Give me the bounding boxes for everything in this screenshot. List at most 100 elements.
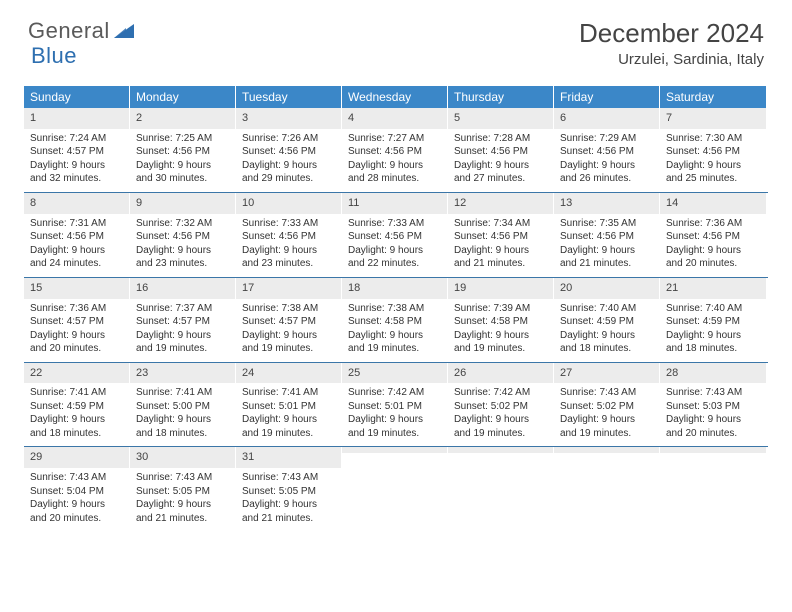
day-line: Daylight: 9 hours bbox=[560, 244, 653, 258]
day-body: Sunrise: 7:38 AMSunset: 4:58 PMDaylight:… bbox=[342, 299, 447, 362]
day-body: Sunrise: 7:25 AMSunset: 4:56 PMDaylight:… bbox=[130, 129, 235, 192]
day-line: and 18 minutes. bbox=[666, 342, 760, 356]
day-line: Daylight: 9 hours bbox=[666, 329, 760, 343]
day-cell: 3Sunrise: 7:26 AMSunset: 4:56 PMDaylight… bbox=[236, 108, 342, 192]
day-cell: 4Sunrise: 7:27 AMSunset: 4:56 PMDaylight… bbox=[342, 108, 448, 192]
day-number: 7 bbox=[660, 108, 766, 129]
day-cell: 10Sunrise: 7:33 AMSunset: 4:56 PMDayligh… bbox=[236, 193, 342, 277]
day-cell: 30Sunrise: 7:43 AMSunset: 5:05 PMDayligh… bbox=[130, 447, 236, 531]
day-line: Daylight: 9 hours bbox=[454, 159, 547, 173]
day-line: Sunrise: 7:31 AM bbox=[30, 217, 123, 231]
day-cell: 11Sunrise: 7:33 AMSunset: 4:56 PMDayligh… bbox=[342, 193, 448, 277]
day-cell: 13Sunrise: 7:35 AMSunset: 4:56 PMDayligh… bbox=[554, 193, 660, 277]
day-body: Sunrise: 7:43 AMSunset: 5:05 PMDaylight:… bbox=[236, 468, 341, 531]
day-line: Sunset: 5:05 PM bbox=[136, 485, 229, 499]
day-number bbox=[448, 447, 553, 453]
day-line: Sunrise: 7:38 AM bbox=[242, 302, 335, 316]
day-line: and 19 minutes. bbox=[454, 427, 547, 441]
location: Urzulei, Sardinia, Italy bbox=[579, 51, 764, 68]
day-line: and 19 minutes. bbox=[348, 342, 441, 356]
day-number: 17 bbox=[236, 278, 341, 299]
day-body: Sunrise: 7:41 AMSunset: 5:00 PMDaylight:… bbox=[130, 383, 235, 446]
day-cell: 2Sunrise: 7:25 AMSunset: 4:56 PMDaylight… bbox=[130, 108, 236, 192]
day-line: Sunrise: 7:41 AM bbox=[30, 386, 123, 400]
day-cell: 7Sunrise: 7:30 AMSunset: 4:56 PMDaylight… bbox=[660, 108, 766, 192]
day-line: Sunrise: 7:27 AM bbox=[348, 132, 441, 146]
day-body: Sunrise: 7:33 AMSunset: 4:56 PMDaylight:… bbox=[342, 214, 447, 277]
day-number: 15 bbox=[24, 278, 129, 299]
day-line: Sunrise: 7:43 AM bbox=[666, 386, 760, 400]
day-line: Sunrise: 7:26 AM bbox=[242, 132, 335, 146]
day-line: and 19 minutes. bbox=[242, 342, 335, 356]
day-line: Sunset: 5:02 PM bbox=[454, 400, 547, 414]
day-cell: 16Sunrise: 7:37 AMSunset: 4:57 PMDayligh… bbox=[130, 278, 236, 362]
day-line: and 21 minutes. bbox=[560, 257, 653, 271]
day-body: Sunrise: 7:36 AMSunset: 4:56 PMDaylight:… bbox=[660, 214, 766, 277]
day-line: Sunset: 5:04 PM bbox=[30, 485, 123, 499]
day-number: 12 bbox=[448, 193, 553, 214]
dow-header: Sunday bbox=[24, 86, 130, 108]
day-cell: 6Sunrise: 7:29 AMSunset: 4:56 PMDaylight… bbox=[554, 108, 660, 192]
day-cell: 27Sunrise: 7:43 AMSunset: 5:02 PMDayligh… bbox=[554, 363, 660, 447]
day-line: Sunset: 4:57 PM bbox=[30, 315, 123, 329]
day-body: Sunrise: 7:30 AMSunset: 4:56 PMDaylight:… bbox=[660, 129, 766, 192]
day-line: Sunrise: 7:33 AM bbox=[242, 217, 335, 231]
day-line: Sunrise: 7:30 AM bbox=[666, 132, 760, 146]
day-line: and 19 minutes. bbox=[136, 342, 229, 356]
logo-text-general: General bbox=[28, 18, 110, 44]
day-line: and 23 minutes. bbox=[242, 257, 335, 271]
day-body: Sunrise: 7:43 AMSunset: 5:03 PMDaylight:… bbox=[660, 383, 766, 446]
day-line: and 19 minutes. bbox=[242, 427, 335, 441]
day-cell: 1Sunrise: 7:24 AMSunset: 4:57 PMDaylight… bbox=[24, 108, 130, 192]
day-line: and 19 minutes. bbox=[560, 427, 653, 441]
day-body: Sunrise: 7:35 AMSunset: 4:56 PMDaylight:… bbox=[554, 214, 659, 277]
day-line: and 21 minutes. bbox=[454, 257, 547, 271]
day-line: Sunrise: 7:24 AM bbox=[30, 132, 123, 146]
day-line: Sunset: 5:02 PM bbox=[560, 400, 653, 414]
day-line: and 21 minutes. bbox=[242, 512, 335, 526]
day-line: Sunset: 4:56 PM bbox=[136, 230, 229, 244]
day-body: Sunrise: 7:32 AMSunset: 4:56 PMDaylight:… bbox=[130, 214, 235, 277]
day-line: and 18 minutes. bbox=[136, 427, 229, 441]
day-number: 16 bbox=[130, 278, 235, 299]
day-line: Sunrise: 7:39 AM bbox=[454, 302, 547, 316]
day-body: Sunrise: 7:28 AMSunset: 4:56 PMDaylight:… bbox=[448, 129, 553, 192]
day-number: 4 bbox=[342, 108, 447, 129]
day-cell: 28Sunrise: 7:43 AMSunset: 5:03 PMDayligh… bbox=[660, 363, 766, 447]
day-body: Sunrise: 7:38 AMSunset: 4:57 PMDaylight:… bbox=[236, 299, 341, 362]
day-line: Daylight: 9 hours bbox=[242, 498, 335, 512]
day-line: Daylight: 9 hours bbox=[30, 159, 123, 173]
day-line: Sunset: 4:59 PM bbox=[30, 400, 123, 414]
day-cell: 23Sunrise: 7:41 AMSunset: 5:00 PMDayligh… bbox=[130, 363, 236, 447]
day-line: Daylight: 9 hours bbox=[348, 329, 441, 343]
day-line: Sunrise: 7:28 AM bbox=[454, 132, 547, 146]
day-line: and 19 minutes. bbox=[348, 427, 441, 441]
day-line: and 18 minutes. bbox=[30, 427, 123, 441]
day-line: Sunrise: 7:25 AM bbox=[136, 132, 229, 146]
day-number: 14 bbox=[660, 193, 766, 214]
day-cell: 25Sunrise: 7:42 AMSunset: 5:01 PMDayligh… bbox=[342, 363, 448, 447]
day-cell: 19Sunrise: 7:39 AMSunset: 4:58 PMDayligh… bbox=[448, 278, 554, 362]
header: General December 2024 Urzulei, Sardinia,… bbox=[0, 0, 792, 76]
day-line: Sunrise: 7:37 AM bbox=[136, 302, 229, 316]
day-line: and 26 minutes. bbox=[560, 172, 653, 186]
day-line: Sunrise: 7:40 AM bbox=[560, 302, 653, 316]
day-number: 18 bbox=[342, 278, 447, 299]
day-cell: 21Sunrise: 7:40 AMSunset: 4:59 PMDayligh… bbox=[660, 278, 766, 362]
week-row: 1Sunrise: 7:24 AMSunset: 4:57 PMDaylight… bbox=[24, 108, 768, 193]
day-line: Daylight: 9 hours bbox=[30, 498, 123, 512]
day-number: 27 bbox=[554, 363, 659, 384]
day-line: and 19 minutes. bbox=[454, 342, 547, 356]
day-line: Sunset: 4:57 PM bbox=[136, 315, 229, 329]
day-number: 28 bbox=[660, 363, 766, 384]
day-line: Daylight: 9 hours bbox=[242, 329, 335, 343]
month-title: December 2024 bbox=[579, 18, 764, 49]
day-line: Sunset: 4:57 PM bbox=[30, 145, 123, 159]
day-line: Sunset: 4:56 PM bbox=[242, 230, 335, 244]
day-number: 25 bbox=[342, 363, 447, 384]
day-line: and 30 minutes. bbox=[136, 172, 229, 186]
day-cell: 8Sunrise: 7:31 AMSunset: 4:56 PMDaylight… bbox=[24, 193, 130, 277]
day-line: Sunset: 4:56 PM bbox=[454, 230, 547, 244]
day-line: Daylight: 9 hours bbox=[30, 413, 123, 427]
day-body: Sunrise: 7:24 AMSunset: 4:57 PMDaylight:… bbox=[24, 129, 129, 192]
